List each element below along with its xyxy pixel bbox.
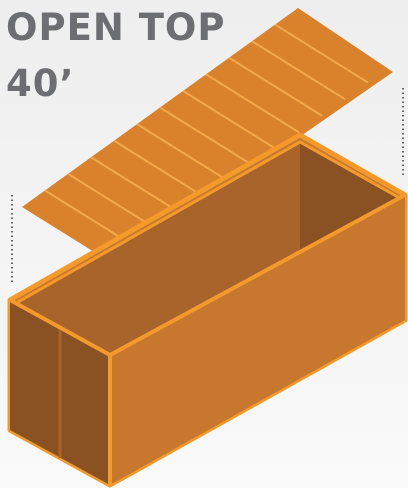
lid-stripe: [182, 90, 277, 150]
lid-stripe: [274, 23, 369, 84]
lid-stripe: [228, 56, 323, 117]
inner-long-wall: [18, 142, 300, 356]
lid-stripes: [44, 23, 369, 250]
lid-stripe: [159, 106, 254, 167]
lid-stripe: [113, 139, 208, 200]
title-line-2: 40’: [6, 62, 75, 105]
lid-stripe: [90, 156, 185, 217]
container: [7, 132, 408, 488]
lid-stripe: [205, 73, 300, 134]
inner-end-wall: [300, 142, 398, 250]
lid: [22, 8, 393, 265]
title-line-1: OPEN TOP: [6, 6, 226, 49]
lid-stripe: [251, 40, 346, 101]
lid-stripe: [136, 123, 231, 183]
inner-rim: [17, 140, 399, 304]
